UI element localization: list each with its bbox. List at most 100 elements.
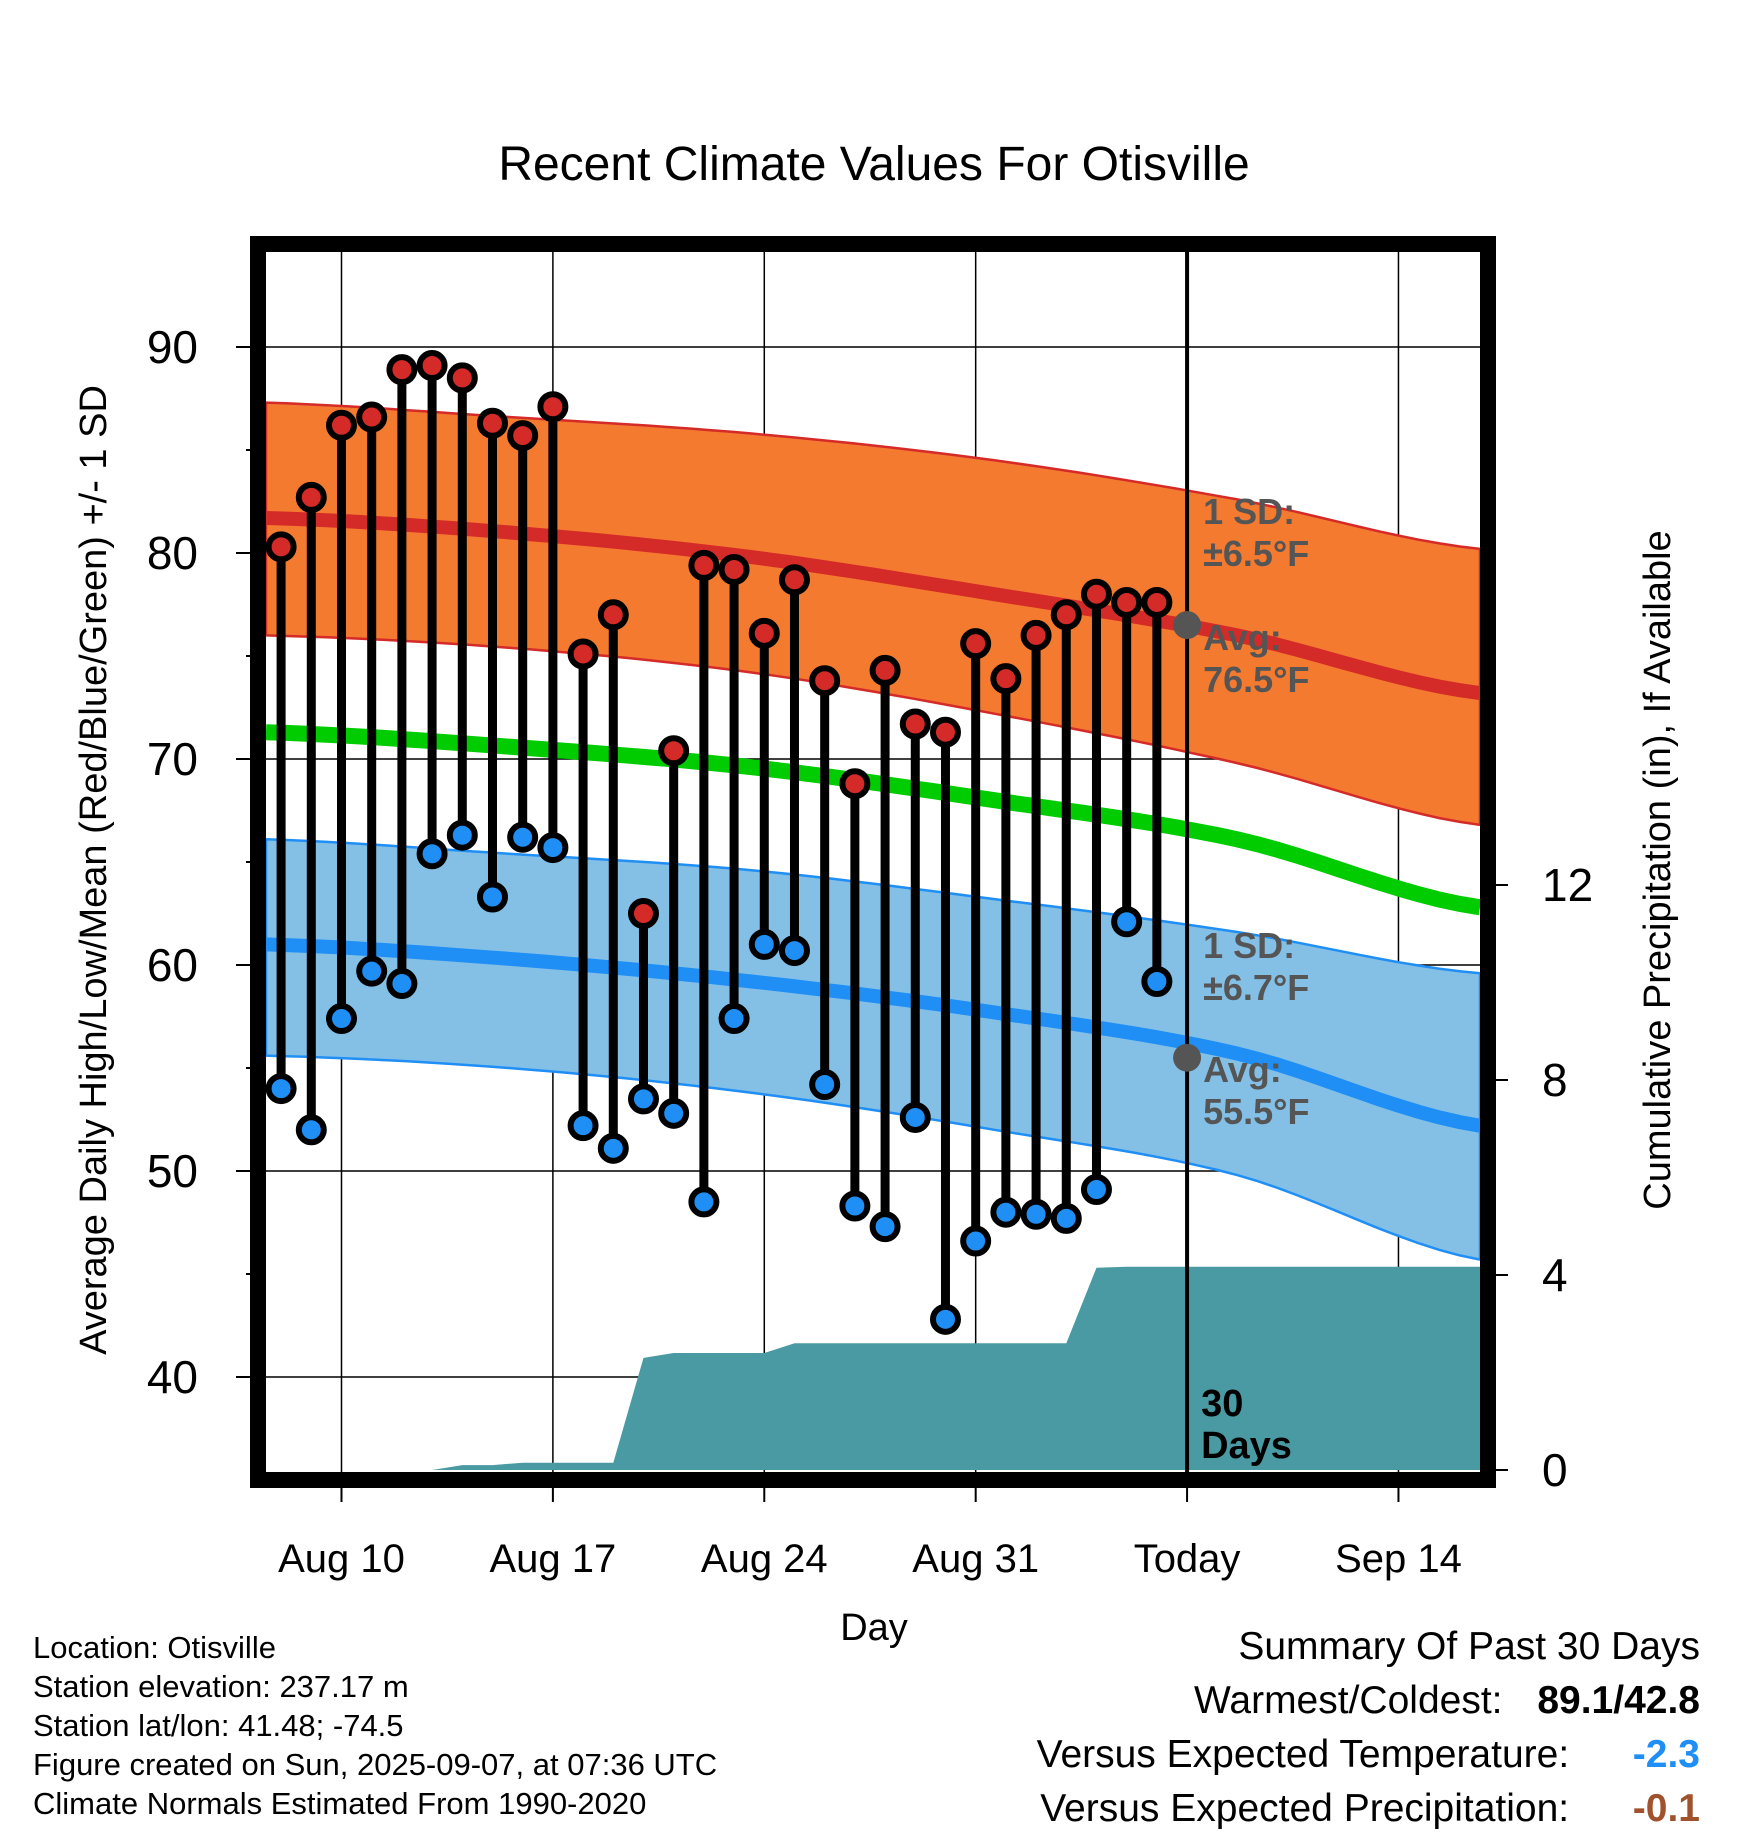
low-avg-value: 55.5°F xyxy=(1203,1091,1309,1132)
summary-title: Summary Of Past 30 Days xyxy=(1238,1625,1700,1668)
normal-high-line xyxy=(266,511,1480,701)
x-tick-label-sep-14: Sep 14 xyxy=(1335,1537,1462,1581)
location-text: Location: Otisville xyxy=(33,1630,276,1665)
low-avg-today-marker xyxy=(1173,1043,1202,1072)
obs-high-dot xyxy=(688,549,720,581)
obs-low-dot xyxy=(446,819,478,851)
y-axis-label: Average Daily High/Low/Mean (Red/Blue/Gr… xyxy=(73,385,115,1355)
obs-high-dot xyxy=(778,564,810,596)
obs-high-dot xyxy=(325,409,357,441)
x-tick-label-aug-24: Aug 24 xyxy=(701,1537,828,1581)
obs-high-dot xyxy=(718,553,750,585)
obs-low-dot xyxy=(778,935,810,967)
obs-high-dot xyxy=(597,599,629,631)
obs-low-dot xyxy=(567,1110,599,1142)
temp-anomaly-value: -2.3 xyxy=(1632,1733,1700,1776)
obs-low-dot xyxy=(718,1003,750,1035)
obs-low-dot xyxy=(688,1186,720,1218)
obs-high-dot xyxy=(1080,578,1112,610)
obs-high-dot xyxy=(1020,619,1052,651)
chart-title: Recent Climate Values For Otisville xyxy=(498,138,1249,191)
obs-low-dot xyxy=(1080,1174,1112,1206)
obs-high-dot xyxy=(839,768,871,800)
obs-high-dot xyxy=(809,665,841,697)
obs-high-dot xyxy=(356,401,388,433)
x-tick-label-aug-17: Aug 17 xyxy=(489,1537,616,1581)
obs-low-dot xyxy=(658,1097,690,1129)
obs-high-dot xyxy=(567,638,599,670)
x-tick-label-today: Today xyxy=(1134,1537,1241,1581)
low-sd-value: ±6.7°F xyxy=(1203,967,1309,1008)
high-sd-band xyxy=(266,401,1480,827)
created-text: Figure created on Sun, 2025-09-07, at 07… xyxy=(33,1747,718,1782)
obs-high-dot xyxy=(1050,599,1082,631)
obs-low-dot xyxy=(990,1196,1022,1228)
y2-tick-label-4: 4 xyxy=(1542,1249,1568,1301)
obs-high-dot xyxy=(899,708,931,740)
high-sd-value: ±6.5°F xyxy=(1203,533,1309,574)
obs-high-dot xyxy=(869,654,901,686)
obs-low-dot xyxy=(899,1101,931,1133)
station-info: Location: Otisville Station elevation: 2… xyxy=(33,1628,717,1823)
obs-low-dot xyxy=(809,1068,841,1100)
obs-low-dot xyxy=(1111,906,1143,938)
obs-high-dot xyxy=(416,350,448,382)
obs-high-dot xyxy=(990,663,1022,695)
warmest-coldest-label: Warmest/Coldest: xyxy=(1194,1679,1503,1722)
y-tick-label-70: 70 xyxy=(147,733,198,785)
elevation-text: Station elevation: 237.17 m xyxy=(33,1669,409,1704)
high-sd-label: 1 SD: xyxy=(1203,491,1295,532)
obs-low-dot xyxy=(1020,1198,1052,1230)
obs-high-dot xyxy=(507,420,539,452)
obs-high-dot xyxy=(295,481,327,513)
obs-low-dot xyxy=(386,968,418,1000)
obs-high-dot xyxy=(627,898,659,929)
obs-high-dot xyxy=(929,716,961,748)
obs-low-dot xyxy=(1141,965,1173,997)
low-sd-band xyxy=(266,838,1480,1261)
x-tick-label-aug-10: Aug 10 xyxy=(278,1537,405,1581)
summary-panel: Summary Of Past 30 Days Warmest/Coldest:… xyxy=(1037,1620,1700,1836)
y-tick-label-60: 60 xyxy=(147,939,198,991)
obs-low-dot xyxy=(960,1225,992,1257)
obs-high-dot xyxy=(1111,586,1143,618)
high-avg-value: 76.5°F xyxy=(1203,659,1309,700)
obs-high-dot xyxy=(748,617,780,649)
obs-high-dot xyxy=(960,628,992,660)
normal-low-line xyxy=(266,937,1480,1133)
low-sd-label: 1 SD: xyxy=(1203,925,1295,966)
window-label-number: 30 xyxy=(1201,1383,1243,1425)
y-tick-label-50: 50 xyxy=(147,1145,198,1197)
axes: 40 50 60 70 80 90 0 4 8 12 Aug 10 Aug 17 Aug 24 Aug 3… xyxy=(147,236,1593,1581)
y2-tick-label-12: 12 xyxy=(1542,859,1593,911)
obs-high-dot xyxy=(1141,586,1173,618)
precip-anomaly-value: -0.1 xyxy=(1632,1787,1700,1830)
high-avg-today-marker xyxy=(1173,611,1202,640)
obs-low-dot xyxy=(356,955,388,987)
obs-high-dot xyxy=(476,407,508,439)
obs-low-dot xyxy=(929,1303,961,1335)
y-tick-label-80: 80 xyxy=(147,527,198,579)
obs-high-dot xyxy=(265,531,297,563)
precip-area xyxy=(281,1266,1480,1470)
obs-low-dot xyxy=(839,1190,871,1222)
warmest-coldest-value: 89.1/42.8 xyxy=(1537,1679,1700,1722)
precip-anomaly-label: Versus Expected Precipitation: xyxy=(1040,1787,1570,1830)
obs-high-dot xyxy=(658,735,690,767)
obs-low-dot xyxy=(748,928,780,960)
obs-low-dot xyxy=(537,832,569,864)
obs-low-dot xyxy=(416,838,448,870)
x-tick-label-aug-31: Aug 31 xyxy=(912,1537,1039,1581)
latlon-text: Station lat/lon: 41.48; -74.5 xyxy=(33,1708,404,1743)
y2-tick-label-8: 8 xyxy=(1542,1054,1568,1106)
obs-high-dot xyxy=(446,362,478,394)
obs-low-dot xyxy=(295,1114,327,1146)
y2-axis-label: Cumulative Precipitation (in), If Availa… xyxy=(1637,530,1679,1209)
obs-low-dot xyxy=(476,881,508,913)
obs-low-dot xyxy=(325,1003,357,1035)
normals-text: Climate Normals Estimated From 1990-2020 xyxy=(33,1786,647,1821)
plot-area xyxy=(266,252,1480,1472)
y2-tick-label-0: 0 xyxy=(1542,1444,1568,1496)
